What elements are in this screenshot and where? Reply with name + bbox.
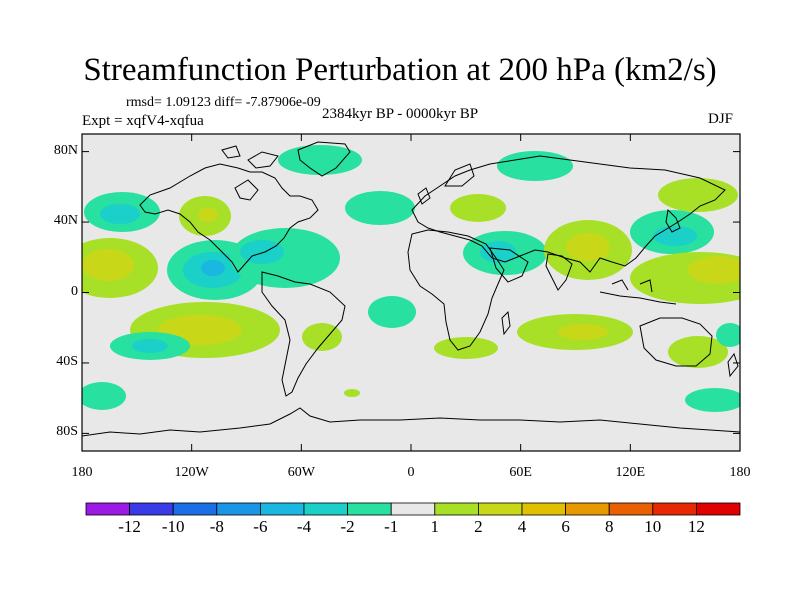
colorbar-swatch [390, 502, 436, 516]
colorbar-label: -2 [340, 517, 355, 536]
coast-japan [665, 208, 681, 233]
period-label: 2384kyr BP - 0000kyr BP [322, 106, 479, 122]
experiment-label: Expt = xqfV4-xqfua [82, 113, 204, 129]
colorbar-label: 10 [644, 517, 662, 536]
coast-south-america [261, 271, 346, 397]
season-label: DJF [708, 111, 734, 127]
anomaly-npac-inner [100, 204, 140, 224]
colorbar-label: -8 [209, 517, 224, 536]
colorbar-swatch [259, 502, 305, 516]
coast-indonesia [599, 279, 677, 305]
anomaly-europe [450, 194, 506, 222]
coast-africa [407, 229, 505, 351]
lon-tick-label: 60E [509, 465, 532, 480]
colorbar-swatch [696, 502, 741, 516]
colorbar-label: -1 [384, 517, 399, 536]
colorbar-swatch [434, 502, 479, 516]
anomaly-japan-inner [653, 226, 697, 246]
chart-title: Streamfunction Perturbation at 200 hPa (… [83, 52, 717, 88]
colorbar-swatch [216, 502, 261, 516]
colorbar-label: 6 [561, 517, 570, 536]
coast-hudson [234, 179, 259, 201]
anomaly-trop-pac-inner [82, 249, 134, 281]
colorbar-label: 1 [430, 517, 440, 536]
colorbar-swatch [347, 502, 392, 516]
colorbar-swatch [608, 502, 654, 516]
colorbar-swatch [652, 502, 697, 516]
anomaly-south-atl-small [344, 389, 360, 397]
lon-tick-label: 60W [287, 465, 315, 480]
anomaly-asia-inner [566, 233, 610, 261]
colorbar-label: -6 [253, 517, 268, 536]
anomaly-greenland [278, 145, 362, 175]
colorbar-label: 4 [517, 517, 527, 536]
lon-tick-label: 180 [71, 465, 93, 480]
coast-eurasia [411, 155, 726, 273]
coast-greenland [297, 141, 351, 177]
anomaly-spac-neg-inner [132, 339, 168, 353]
anomaly-kamchatka [658, 178, 738, 212]
anomaly-atlantic [345, 191, 415, 225]
colorbar [85, 502, 741, 516]
colorbar-swatch [565, 502, 610, 516]
colorbar-swatch [303, 502, 348, 516]
colorbar-swatch [477, 502, 523, 516]
coast-arabia [489, 247, 529, 283]
coast-north-america [139, 163, 319, 273]
anomaly-aus [668, 336, 728, 368]
lat-tick-label: 80N [53, 142, 78, 158]
lat-tick-label: 0 [71, 283, 78, 299]
anomaly-n-eurasia [497, 151, 573, 181]
colorbar-swatch [85, 502, 130, 516]
anomaly-namerica-inner [198, 208, 218, 222]
colorbar-label: -10 [161, 517, 185, 536]
lon-tick-label: 120E [615, 465, 646, 480]
anomaly-wpac-inner [688, 256, 740, 284]
coast-scandinavia [444, 163, 475, 187]
colorbar-label: 2 [474, 517, 483, 536]
anomaly-argentina [302, 323, 342, 351]
coastlines [82, 141, 740, 437]
coast-india [545, 253, 573, 291]
anomaly-far-sindian [685, 388, 740, 412]
lat-tick-label: 40N [53, 213, 78, 229]
coast-arctic-islands [221, 145, 279, 169]
colorbar-label: 12 [687, 517, 705, 536]
coast-new-zealand [727, 352, 739, 378]
anomaly-far-spac [82, 382, 126, 410]
stats-label: rmsd= 1.09123 diff= -7.87906e-09 [126, 95, 321, 110]
anomaly-safrica [434, 337, 498, 359]
anomaly-indian-inner [558, 324, 608, 340]
anomaly-satlantic [368, 296, 416, 328]
axis-ticks [81, 134, 741, 451]
colorbar-swatch [129, 502, 174, 516]
lat-tick-label: 80S [56, 424, 78, 440]
lat-tick-label: 40S [56, 353, 78, 369]
anomaly-mideast-inner [480, 241, 516, 263]
coast-antarctica [82, 407, 740, 437]
coast-uk [417, 187, 431, 205]
colorbar-label: 8 [604, 517, 614, 536]
coast-madagascar [501, 310, 511, 336]
colorbar-swatch [172, 502, 218, 516]
coast-australia [639, 317, 713, 367]
anomaly-field [82, 145, 740, 412]
lon-tick-label: 180 [729, 465, 751, 480]
lon-tick-label: 120W [174, 465, 209, 480]
colorbar-label: -12 [118, 517, 141, 536]
colorbar-swatch [521, 502, 566, 516]
anomaly-e-aus [716, 323, 740, 347]
colorbar-label: -4 [296, 517, 312, 536]
lon-tick-label: 0 [407, 465, 415, 480]
anomaly-epac-inner [201, 260, 225, 276]
anomaly-caribbean-inner [240, 240, 284, 264]
